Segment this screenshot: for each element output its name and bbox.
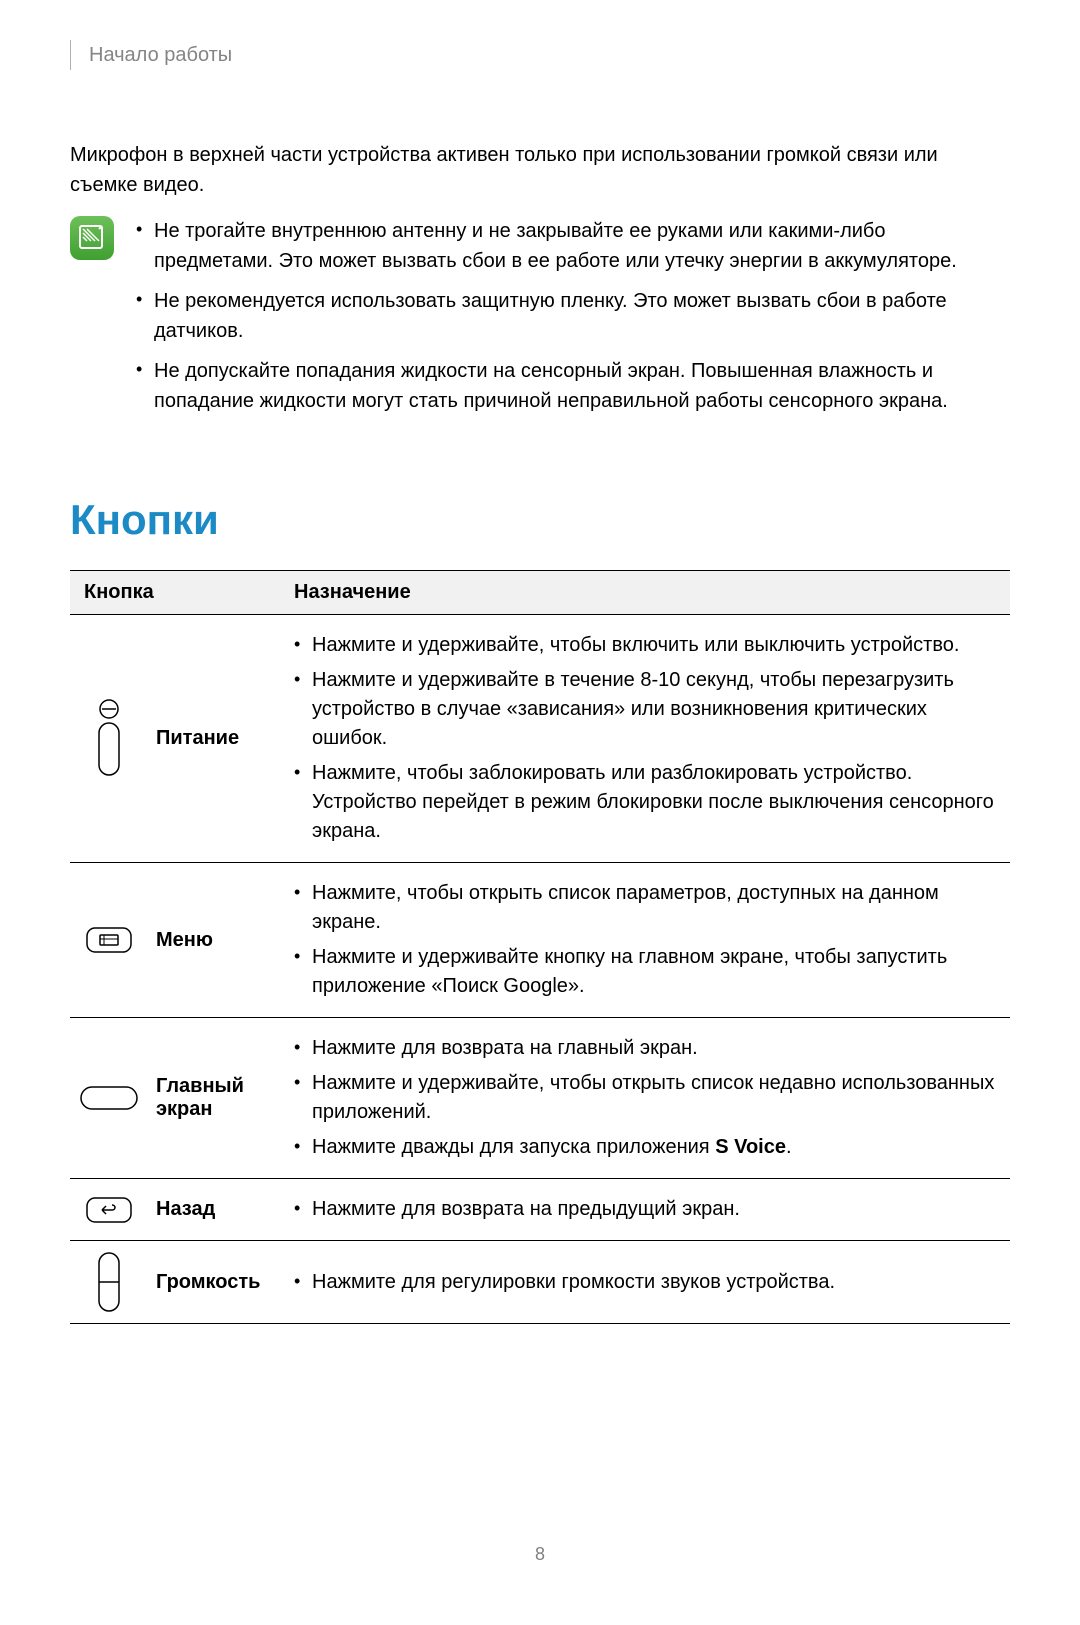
- table-row: Меню Нажмите, чтобы открыть список парам…: [70, 863, 1010, 1018]
- page-number: 8: [70, 1544, 1010, 1565]
- function-item: Нажмите для возврата на предыдущий экран…: [290, 1195, 1000, 1224]
- back-button-icon: [80, 1197, 138, 1223]
- section-title: Кнопки: [70, 496, 1010, 544]
- menu-button-icon: [80, 927, 138, 953]
- button-label: Меню: [156, 929, 213, 952]
- note-item: Не трогайте внутреннюю антенну и не закр…: [132, 216, 1010, 276]
- button-label: Питание: [156, 727, 239, 750]
- button-label: Назад: [156, 1198, 215, 1221]
- function-list: Нажмите для возврата на главный экран. Н…: [290, 1034, 1000, 1162]
- note-icon: [70, 216, 114, 260]
- button-label: Главный экран: [156, 1075, 270, 1121]
- home-button-icon: [80, 1086, 138, 1110]
- buttons-table: Кнопка Назначение Питание: [70, 570, 1010, 1324]
- function-item: Нажмите и удерживайте, чтобы включить ил…: [290, 631, 1000, 660]
- page-header: Начало работы: [70, 40, 1010, 70]
- table-row: Громкость Нажмите для регулировки громко…: [70, 1241, 1010, 1324]
- function-item: Нажмите для регулировки громкости звуков…: [290, 1268, 1000, 1297]
- breadcrumb: Начало работы: [89, 44, 232, 67]
- power-button-icon: [80, 699, 138, 779]
- table-row: Питание Нажмите и удерживайте, чтобы вкл…: [70, 615, 1010, 863]
- col-header-function: Назначение: [280, 571, 1010, 615]
- col-header-button: Кнопка: [70, 571, 280, 615]
- function-list: Нажмите для регулировки громкости звуков…: [290, 1268, 1000, 1297]
- button-label: Громкость: [156, 1271, 260, 1294]
- note-list: Не трогайте внутреннюю антенну и не закр…: [132, 216, 1010, 426]
- function-item: Нажмите, чтобы открыть список параметров…: [290, 879, 1000, 937]
- note-item: Не допускайте попадания жидкости на сенс…: [132, 356, 1010, 416]
- function-list: Нажмите, чтобы открыть список параметров…: [290, 879, 1000, 1001]
- function-list: Нажмите для возврата на предыдущий экран…: [290, 1195, 1000, 1224]
- note-item: Не рекомендуется использовать защитную п…: [132, 286, 1010, 346]
- function-list: Нажмите и удерживайте, чтобы включить ил…: [290, 631, 1000, 846]
- table-row: Главный экран Нажмите для возврата на гл…: [70, 1018, 1010, 1179]
- function-item: Нажмите и удерживайте, чтобы открыть спи…: [290, 1069, 1000, 1127]
- function-item: Нажмите дважды для запуска приложения S …: [290, 1133, 1000, 1162]
- function-item: Нажмите для возврата на главный экран.: [290, 1034, 1000, 1063]
- volume-button-icon: [80, 1251, 138, 1313]
- note-block: Не трогайте внутреннюю антенну и не закр…: [70, 216, 1010, 426]
- function-item: Нажмите и удерживайте кнопку на главном …: [290, 943, 1000, 1001]
- table-row: Назад Нажмите для возврата на предыдущий…: [70, 1179, 1010, 1241]
- function-item: Нажмите и удерживайте в течение 8-10 сек…: [290, 666, 1000, 753]
- function-item: Нажмите, чтобы заблокировать или разблок…: [290, 759, 1000, 846]
- intro-paragraph: Микрофон в верхней части устройства акти…: [70, 140, 1010, 200]
